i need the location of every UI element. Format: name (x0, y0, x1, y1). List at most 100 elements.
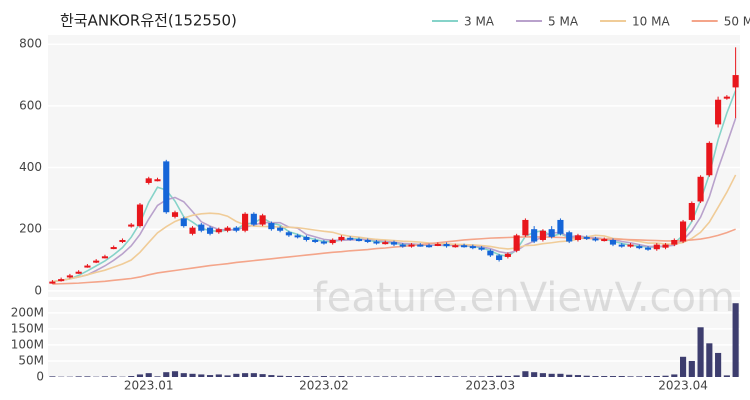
candle-body (198, 224, 205, 231)
volume-bar (277, 375, 284, 377)
candle-body (101, 256, 109, 259)
volume-bar (49, 376, 56, 377)
legend-label: 10 MA (632, 15, 670, 29)
candle-body (128, 224, 135, 227)
volume-bar (548, 373, 555, 377)
price-plot (48, 35, 740, 297)
candle-body (338, 236, 345, 240)
candle-body (233, 227, 240, 231)
volume-bar (250, 373, 257, 377)
legend-label: 50 MA (724, 15, 750, 29)
candle-body (224, 227, 231, 231)
volume-bar (215, 374, 222, 377)
candle-body (443, 243, 450, 247)
volume-bar (285, 376, 292, 377)
candle-body (215, 229, 222, 233)
candle-body (557, 219, 564, 234)
volume-bar (145, 373, 152, 377)
volume-bar (487, 376, 494, 377)
candle-body (688, 202, 695, 220)
candle-body (347, 237, 354, 240)
x-tick-label: 2023.01 (124, 379, 174, 393)
volume-bar (259, 374, 266, 377)
volume-bar (566, 374, 573, 377)
volume-bar (268, 375, 275, 377)
candle-body (452, 245, 459, 248)
candle-body (425, 245, 433, 248)
volume-bar (697, 327, 704, 377)
candle-body (618, 244, 625, 247)
y-tick-label: 100M (11, 337, 44, 351)
volume-bar (294, 376, 301, 377)
candle-body (636, 246, 643, 249)
watermark: feature.enViewV.com (313, 275, 735, 321)
volume-bar (408, 376, 415, 377)
volume-bar (715, 352, 722, 377)
x-tick-label: 2023.03 (466, 379, 516, 393)
candle-body (277, 227, 284, 231)
volume-bar (198, 374, 205, 377)
y-tick-label: 150M (11, 321, 44, 335)
volume-bar (636, 376, 643, 377)
volume-bar (706, 343, 713, 377)
volume-bar (557, 373, 564, 377)
volume-bar (101, 376, 109, 377)
volume-bar (452, 376, 459, 377)
candle-body (93, 260, 100, 263)
candle-body (154, 179, 161, 182)
volume-bar (163, 372, 170, 377)
volume-bar (425, 376, 433, 377)
volume-bar (469, 376, 476, 377)
y-tick-label: 600 (19, 98, 42, 112)
volume-bar (84, 376, 91, 377)
volume-bar (171, 371, 179, 377)
volume-bar (688, 360, 695, 377)
volume-bar (531, 372, 538, 377)
volume-bar (478, 376, 485, 377)
volume-bar (390, 376, 398, 377)
volume-bar (224, 375, 231, 377)
candle-body (496, 255, 503, 261)
candle-body (145, 178, 152, 183)
volume-bar (627, 376, 634, 377)
candle-body (609, 239, 617, 245)
candle-body (487, 250, 494, 256)
candle-body (417, 244, 424, 247)
volume-bar (504, 376, 511, 377)
volume-bar (242, 373, 249, 377)
volume-bar (206, 375, 214, 377)
x-tick-label: 2023.04 (658, 379, 708, 393)
candle-body (66, 275, 73, 278)
candle-body (592, 238, 599, 241)
candle-body (697, 176, 704, 202)
candle-body (478, 247, 485, 250)
candle-body (136, 204, 144, 227)
volume-bar (539, 373, 546, 377)
candle-body (679, 221, 687, 242)
candle-body (723, 96, 730, 99)
candle-body (84, 265, 91, 268)
candle-body (522, 219, 529, 236)
volume-bar (417, 376, 424, 377)
volume-bar (653, 376, 660, 377)
candle-body (206, 227, 214, 234)
volume-bar (128, 376, 135, 377)
legend-label: 3 MA (464, 15, 495, 29)
chart-title: 한국ANKOR유전(152550) (60, 12, 237, 30)
volume-bar (679, 356, 687, 377)
candle-body (574, 235, 582, 240)
volume-bar (373, 376, 380, 377)
ma-line (52, 228, 736, 285)
candle-body (75, 271, 82, 274)
candle-body (627, 244, 634, 247)
volume-bar (329, 376, 336, 377)
candle-body (399, 244, 406, 247)
volume-bar (233, 373, 240, 377)
volume-bar (154, 376, 161, 377)
candle-body (513, 235, 520, 251)
candle-body (171, 212, 179, 217)
volume-bar (75, 376, 82, 377)
candle-body (461, 245, 468, 248)
candle-body (732, 75, 739, 88)
